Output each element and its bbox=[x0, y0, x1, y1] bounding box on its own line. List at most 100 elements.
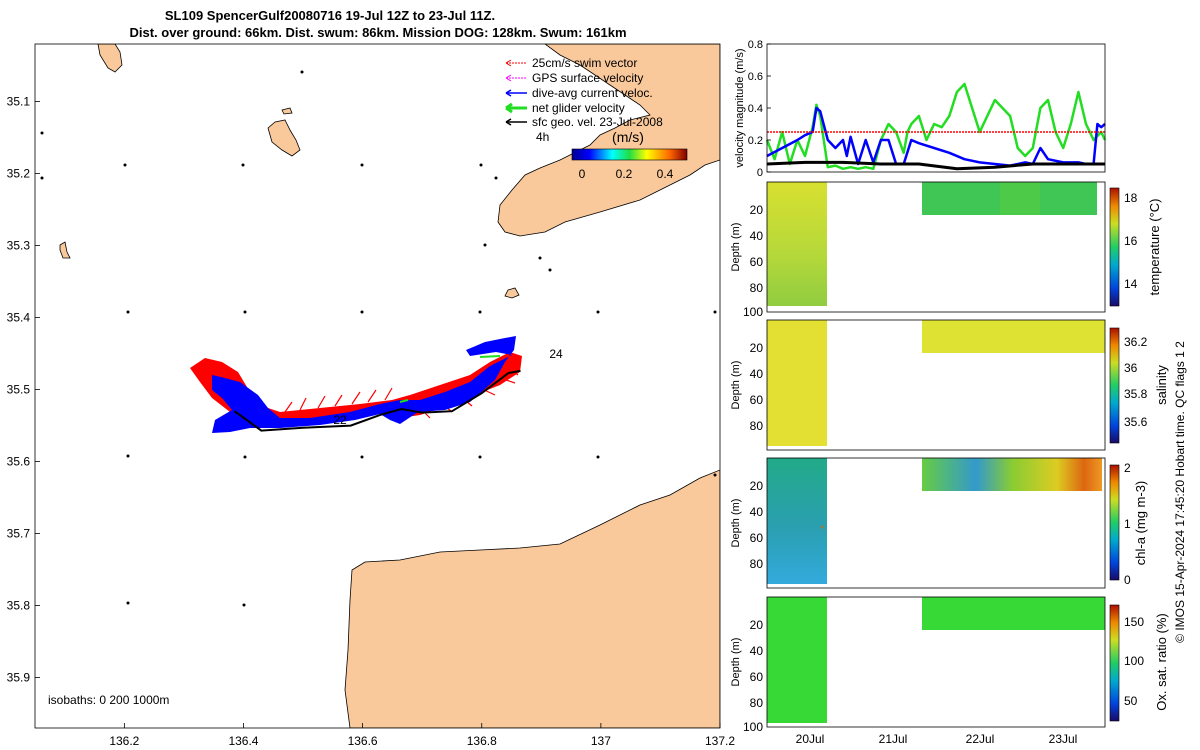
time-tick-20jul: 20Jul bbox=[796, 732, 825, 746]
velocity-series-sfc-geo-vel- bbox=[766, 160, 1105, 171]
legend-label-geo: sfc geo. vel. 23-Jul-2008 bbox=[532, 115, 663, 129]
map-xtick-label: 136.4 bbox=[228, 734, 258, 748]
temperature-ytick-40: 40 bbox=[750, 229, 764, 243]
temperature-block-1 bbox=[767, 182, 827, 306]
map-markers bbox=[40, 70, 717, 607]
oxygen-cbar-tick-100: 100 bbox=[1124, 654, 1144, 668]
velocity-panel: 0 0.2 0.4 0.6 0.8 velocity magnitude (m/s) bbox=[734, 39, 1107, 179]
map-y-axis: 35.1 35.2 35.3 35.4 35.5 35.6 35.7 35.8 35.9 bbox=[7, 95, 40, 685]
map-ytick-label: 35.1 bbox=[7, 95, 31, 109]
speed-colorbar-tick-2: 0.4 bbox=[657, 167, 674, 181]
velocity-ytick-label: 0 bbox=[757, 167, 763, 179]
map-frame bbox=[34, 43, 721, 729]
map-ytick-label: 35.5 bbox=[7, 383, 31, 397]
oxygen-cbar-tick-150: 150 bbox=[1124, 615, 1144, 629]
island-top-left bbox=[97, 44, 123, 73]
temperature-frame bbox=[766, 181, 1106, 313]
velocity-series-dive-avg-current bbox=[766, 106, 1106, 167]
velocity-ytick-label: 0.8 bbox=[748, 39, 763, 51]
temperature-block-2-patch bbox=[1000, 182, 1040, 215]
map-ytick-label: 35.3 bbox=[7, 239, 31, 253]
oxygen-cbar-label: Ox. sat. ratio (%) bbox=[1154, 613, 1169, 711]
chla-frame bbox=[766, 457, 1106, 589]
chla-colorbar bbox=[1109, 464, 1120, 581]
island-middle bbox=[267, 119, 301, 157]
velocity-ytick-label: 0.4 bbox=[748, 103, 763, 115]
oxygen-ylabel: Depth (m) bbox=[730, 638, 742, 687]
velocity-y-axis: 0 0.2 0.4 0.6 0.8 bbox=[748, 39, 771, 179]
day-label-24: 24 bbox=[549, 347, 563, 361]
legend-label-swim: 25cm/s swim vector bbox=[532, 56, 637, 70]
land-north-peninsula bbox=[497, 44, 720, 237]
salinity-ytick-60: 60 bbox=[750, 393, 764, 407]
title-line-2: Dist. over ground: 66km. Dist. swum: 86k… bbox=[129, 25, 626, 40]
salinity-block-3 bbox=[1097, 320, 1105, 353]
islet-1 bbox=[281, 107, 293, 115]
current-vector-swath bbox=[212, 336, 516, 433]
map-ytick-label: 35.2 bbox=[7, 167, 31, 181]
map-xtick-label: 137 bbox=[591, 734, 611, 748]
map-xtick-label: 136.2 bbox=[109, 734, 139, 748]
footer-credit: © IMOS 15-Apr-2024 17:45:20 Hobart time.… bbox=[1173, 341, 1187, 643]
legend-label-gps: GPS surface velocity bbox=[532, 71, 643, 85]
map-xtick-label: 136.8 bbox=[467, 734, 497, 748]
salinity-cbar-tick-356: 35.6 bbox=[1124, 415, 1148, 429]
temperature-ytick-80: 80 bbox=[750, 281, 764, 295]
chla-cbar-tick-0: 0 bbox=[1124, 573, 1131, 587]
chla-cbar-tick-1: 1 bbox=[1124, 517, 1131, 531]
oxygen-block-3 bbox=[1097, 597, 1105, 630]
map-ytick-label: 35.4 bbox=[7, 311, 31, 325]
legend-item-swim: 25cm/s swim vector bbox=[505, 56, 637, 70]
map-legend: 25cm/s swim vector GPS surface velocity … bbox=[505, 56, 688, 181]
salinity-block-2 bbox=[922, 320, 1097, 353]
velocity-series bbox=[765, 82, 1107, 171]
map-ytick-label: 35.6 bbox=[7, 455, 31, 469]
speed-colorbar-label: (m/s) bbox=[612, 129, 644, 145]
map-x-axis: 136.2 136.4 136.6 136.8 137 137.2 bbox=[109, 723, 735, 748]
salinity-frame bbox=[766, 319, 1106, 451]
chla-ytick-60: 60 bbox=[750, 531, 764, 545]
oxygen-ytick-80: 80 bbox=[750, 696, 764, 710]
velocity-ytick-label: 0.6 bbox=[748, 71, 763, 83]
islet-2 bbox=[59, 241, 71, 259]
speed-colorbar-tick-0: 0 bbox=[579, 167, 586, 181]
salinity-cbar-label: salinity bbox=[1154, 365, 1169, 405]
oxygen-ytick-40: 40 bbox=[750, 644, 764, 658]
map-land bbox=[59, 44, 720, 728]
salinity-ylabel: Depth (m) bbox=[730, 361, 742, 410]
salinity-cbar-tick-358: 35.8 bbox=[1124, 387, 1148, 401]
velocity-ytick-label: 0.2 bbox=[748, 135, 763, 147]
map-xtick-label: 136.6 bbox=[348, 734, 378, 748]
salinity-panel: 20 40 60 80 Depth (m) 35.6 35.8 36 36.2 … bbox=[730, 319, 1169, 451]
oxygen-ytick-100: 100 bbox=[743, 720, 763, 734]
oxygen-block-2 bbox=[922, 597, 1097, 630]
net-velocity-segment-1 bbox=[399, 399, 409, 403]
legend-item-current: dive-avg current veloc. bbox=[505, 86, 653, 100]
time-tick-23jul: 23Jul bbox=[1049, 732, 1078, 746]
legend-item-net: net glider velocity bbox=[505, 101, 625, 115]
chla-ytick-40: 40 bbox=[750, 505, 764, 519]
oxygen-colorbar bbox=[1109, 604, 1120, 722]
salinity-block-1 bbox=[767, 320, 827, 446]
chla-panel: * 20 40 60 80 Depth (m) 0 1 2 chl-a (mg … bbox=[730, 457, 1148, 589]
temperature-ytick-100: 100 bbox=[743, 305, 763, 319]
map-panel: 24 22 25cm/s swim vector GPS surface vel… bbox=[7, 43, 735, 748]
temperature-cbar-tick-18: 18 bbox=[1124, 191, 1138, 205]
time-tick-21jul: 21Jul bbox=[879, 732, 908, 746]
net-velocity-vectors bbox=[399, 355, 501, 403]
current-vectors bbox=[212, 336, 516, 433]
chla-cbar-label: chl-a (mg m-3) bbox=[1133, 481, 1148, 566]
oxygen-frame bbox=[766, 596, 1106, 728]
temperature-panel: 20 40 60 80 100 Depth (m) 14 16 18 tempe… bbox=[730, 181, 1162, 319]
oxygen-panel: 20 40 60 80 100 Depth (m) 50 100 150 Ox.… bbox=[730, 596, 1169, 746]
legend-label-net: net glider velocity bbox=[532, 101, 625, 115]
salinity-ytick-40: 40 bbox=[750, 367, 764, 381]
temperature-ytick-60: 60 bbox=[750, 255, 764, 269]
salinity-ytick-20: 20 bbox=[750, 341, 764, 355]
map-ytick-label: 35.9 bbox=[7, 671, 31, 685]
day-label-22: 22 bbox=[333, 413, 347, 427]
velocity-ylabel: velocity magnitude (m/s) bbox=[734, 48, 746, 167]
title-line-1: SL109 SpencerGulf20080716 19-Jul 12Z to … bbox=[165, 8, 495, 23]
salinity-cbar-tick-36: 36 bbox=[1124, 361, 1138, 375]
